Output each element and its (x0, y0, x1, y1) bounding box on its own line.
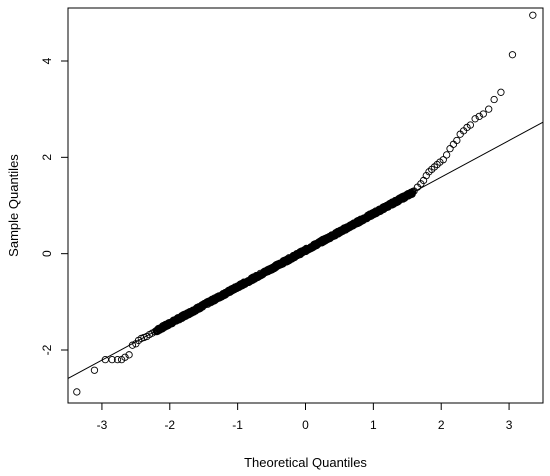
y-tick-label: 0 (40, 250, 54, 257)
data-point (485, 105, 493, 113)
x-axis: -3 -2 -1 0 1 2 3 (97, 402, 513, 432)
data-point (508, 51, 517, 59)
data-point (479, 110, 487, 118)
x-axis-label: Theoretical Quantiles (244, 455, 367, 470)
data-point (475, 112, 483, 121)
x-tick-label: 3 (506, 418, 513, 432)
x-tick-label: 1 (370, 418, 377, 432)
data-point (490, 95, 498, 104)
data-point (73, 388, 81, 396)
y-tick-label: 4 (40, 57, 54, 64)
data-point (90, 366, 99, 374)
y-axis: -2 0 2 4 (40, 57, 69, 355)
data-point (113, 355, 122, 364)
y-tick-label: -2 (40, 344, 54, 355)
x-tick-label: -2 (164, 418, 175, 432)
y-tick-label: 2 (40, 154, 54, 161)
reference-line (67, 121, 544, 379)
y-axis-label: Sample Quantiles (6, 154, 21, 257)
data-point (108, 355, 116, 364)
data-point (439, 156, 447, 164)
x-tick-label: -3 (97, 418, 108, 432)
data-point (121, 353, 129, 361)
data-point (471, 115, 479, 123)
data-point (497, 88, 505, 96)
x-tick-label: 0 (302, 418, 309, 432)
data-point (151, 328, 159, 336)
points-layer (73, 11, 537, 396)
x-tick-label: -1 (232, 418, 243, 432)
data-point (125, 351, 133, 359)
data-point (442, 151, 451, 159)
x-tick-label: 2 (438, 418, 445, 432)
data-point (466, 121, 475, 129)
data-point (453, 136, 461, 145)
data-point (529, 11, 537, 19)
